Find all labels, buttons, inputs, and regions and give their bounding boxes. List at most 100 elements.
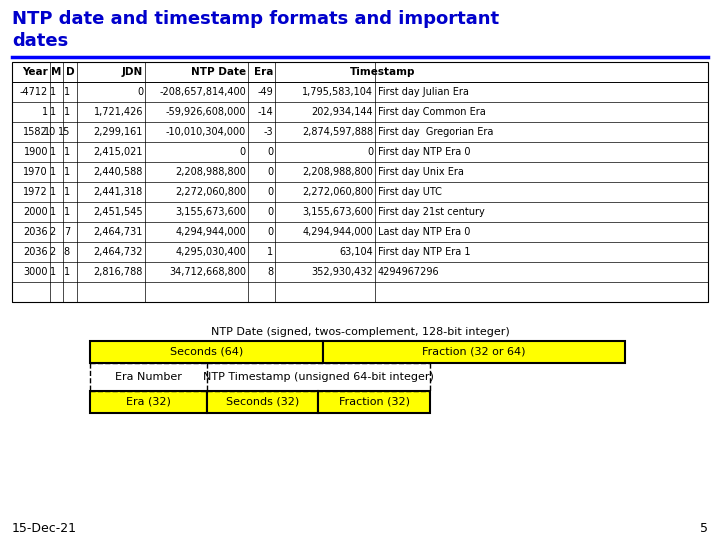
Text: 1: 1 — [64, 187, 70, 197]
Text: 352,930,432: 352,930,432 — [311, 267, 373, 277]
Text: 1: 1 — [64, 87, 70, 97]
Text: Year: Year — [22, 67, 48, 77]
Text: 1,795,583,104: 1,795,583,104 — [302, 87, 373, 97]
Text: 1: 1 — [64, 207, 70, 217]
Text: NTP Timestamp (unsigned 64-bit integer): NTP Timestamp (unsigned 64-bit integer) — [203, 372, 434, 382]
Text: 2036: 2036 — [23, 247, 48, 257]
Text: 2,451,545: 2,451,545 — [94, 207, 143, 217]
Text: -14: -14 — [257, 107, 273, 117]
Text: 1: 1 — [50, 207, 56, 217]
Text: -59,926,608,000: -59,926,608,000 — [166, 107, 246, 117]
Text: Era: Era — [253, 67, 273, 77]
Text: Seconds (64): Seconds (64) — [170, 347, 243, 357]
Text: 1,721,426: 1,721,426 — [94, 107, 143, 117]
Text: -10,010,304,000: -10,010,304,000 — [166, 127, 246, 137]
Text: 34,712,668,800: 34,712,668,800 — [169, 267, 246, 277]
Text: 2,415,021: 2,415,021 — [94, 147, 143, 157]
Text: Era (32): Era (32) — [126, 397, 171, 407]
Text: 8: 8 — [64, 247, 70, 257]
Text: 0: 0 — [137, 87, 143, 97]
Text: 1: 1 — [42, 107, 48, 117]
Text: First day Julian Era: First day Julian Era — [378, 87, 469, 97]
Text: 5: 5 — [700, 522, 708, 535]
Text: First day 21st century: First day 21st century — [378, 207, 485, 217]
Bar — [90, 341, 323, 363]
Text: Seconds (32): Seconds (32) — [226, 397, 300, 407]
Text: 15-Dec-21: 15-Dec-21 — [12, 522, 77, 535]
Bar — [318, 391, 431, 413]
Text: D: D — [66, 67, 74, 77]
Text: 1: 1 — [267, 247, 273, 257]
Text: -208,657,814,400: -208,657,814,400 — [159, 87, 246, 97]
Text: 15: 15 — [58, 127, 70, 137]
Bar — [12, 62, 708, 302]
Text: 4,294,944,000: 4,294,944,000 — [175, 227, 246, 237]
Text: 2,208,988,800: 2,208,988,800 — [302, 167, 373, 177]
Text: 0: 0 — [267, 227, 273, 237]
Text: Fraction (32): Fraction (32) — [339, 397, 410, 407]
Text: 2,874,597,888: 2,874,597,888 — [302, 127, 373, 137]
Text: 63,104: 63,104 — [339, 247, 373, 257]
Text: NTP date and timestamp formats and important: NTP date and timestamp formats and impor… — [12, 10, 499, 28]
Text: 0: 0 — [240, 147, 246, 157]
Text: 0: 0 — [267, 207, 273, 217]
Text: First day  Gregorian Era: First day Gregorian Era — [378, 127, 493, 137]
Text: 2,208,988,800: 2,208,988,800 — [175, 167, 246, 177]
Text: 1: 1 — [64, 147, 70, 157]
Text: 1: 1 — [50, 87, 56, 97]
Text: Last day NTP Era 0: Last day NTP Era 0 — [378, 227, 470, 237]
Text: 3000: 3000 — [24, 267, 48, 277]
Text: NTP Date: NTP Date — [191, 67, 246, 77]
Text: 2,299,161: 2,299,161 — [94, 127, 143, 137]
Text: M: M — [51, 67, 61, 77]
Text: 2000: 2000 — [23, 207, 48, 217]
Text: 1: 1 — [50, 187, 56, 197]
Text: 10: 10 — [44, 127, 56, 137]
Text: Fraction (32 or 64): Fraction (32 or 64) — [422, 347, 526, 357]
Text: 1900: 1900 — [24, 147, 48, 157]
Text: 2,816,788: 2,816,788 — [94, 267, 143, 277]
Text: 2036: 2036 — [23, 227, 48, 237]
Text: 0: 0 — [267, 167, 273, 177]
Text: 3,155,673,600: 3,155,673,600 — [302, 207, 373, 217]
Bar — [90, 391, 207, 413]
Bar — [323, 341, 625, 363]
Text: 1: 1 — [64, 267, 70, 277]
Text: 1972: 1972 — [23, 187, 48, 197]
Text: 2,272,060,800: 2,272,060,800 — [175, 187, 246, 197]
Text: 4,295,030,400: 4,295,030,400 — [175, 247, 246, 257]
Text: Era Number: Era Number — [115, 372, 181, 382]
Text: 1: 1 — [50, 267, 56, 277]
Text: 2: 2 — [50, 247, 56, 257]
Text: JDN: JDN — [122, 67, 143, 77]
Text: 202,934,144: 202,934,144 — [311, 107, 373, 117]
Text: 1: 1 — [64, 167, 70, 177]
Text: -49: -49 — [257, 87, 273, 97]
Text: 0: 0 — [267, 147, 273, 157]
Text: -3: -3 — [264, 127, 273, 137]
Text: 8: 8 — [267, 267, 273, 277]
Text: 1: 1 — [64, 107, 70, 117]
Text: NTP Date (signed, twos-complement, 128-bit integer): NTP Date (signed, twos-complement, 128-b… — [211, 327, 509, 337]
Text: First day Unix Era: First day Unix Era — [378, 167, 464, 177]
Text: -4712: -4712 — [19, 87, 48, 97]
Text: 1582: 1582 — [23, 127, 48, 137]
Text: 1: 1 — [50, 147, 56, 157]
Text: 2,464,732: 2,464,732 — [94, 247, 143, 257]
Text: 2,464,731: 2,464,731 — [94, 227, 143, 237]
Text: 4,294,944,000: 4,294,944,000 — [302, 227, 373, 237]
Text: 2,440,588: 2,440,588 — [94, 167, 143, 177]
Text: First day UTC: First day UTC — [378, 187, 442, 197]
Bar — [207, 391, 318, 413]
Text: 0: 0 — [267, 187, 273, 197]
Text: dates: dates — [12, 32, 68, 50]
Text: 7: 7 — [64, 227, 70, 237]
Text: 1: 1 — [50, 107, 56, 117]
Text: 2: 2 — [50, 227, 56, 237]
Text: First day Common Era: First day Common Era — [378, 107, 486, 117]
Text: First day NTP Era 0: First day NTP Era 0 — [378, 147, 470, 157]
Text: 1970: 1970 — [23, 167, 48, 177]
Text: 1: 1 — [50, 167, 56, 177]
Text: First day NTP Era 1: First day NTP Era 1 — [378, 247, 470, 257]
Text: 0: 0 — [367, 147, 373, 157]
